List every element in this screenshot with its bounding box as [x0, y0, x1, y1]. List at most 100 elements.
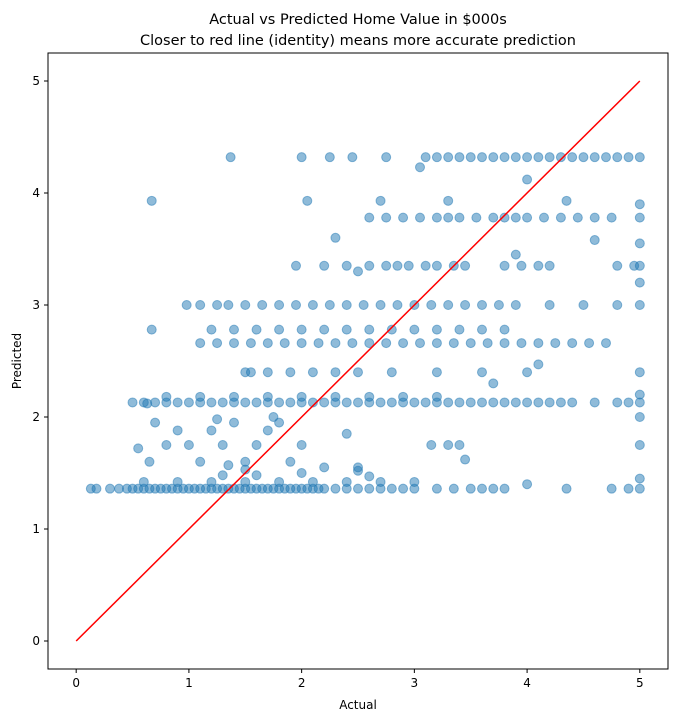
- data-point: [488, 483, 499, 494]
- data-point: [296, 338, 307, 349]
- data-point: [217, 470, 228, 481]
- data-point: [431, 367, 442, 378]
- data-point: [341, 260, 352, 271]
- data-point: [206, 476, 217, 487]
- data-point: [183, 397, 194, 408]
- data-point: [341, 397, 352, 408]
- data-point: [183, 440, 194, 450]
- y-tick-label: 3: [32, 298, 40, 312]
- data-point: [488, 378, 499, 389]
- data-point: [150, 417, 161, 428]
- data-point: [555, 397, 566, 408]
- data-point: [415, 212, 425, 223]
- data-point: [353, 367, 363, 378]
- data-point: [279, 338, 290, 349]
- data-point: [612, 397, 623, 408]
- data-point: [223, 460, 234, 471]
- data-point: [296, 152, 307, 163]
- data-point: [251, 324, 262, 335]
- data-point: [274, 397, 285, 408]
- data-point: [330, 483, 341, 494]
- data-point: [386, 324, 397, 335]
- x-axis: 0 1 2 3 4 5: [72, 669, 644, 690]
- data-point: [488, 152, 499, 163]
- data-point: [567, 397, 578, 408]
- data-point: [443, 212, 454, 223]
- data-point: [623, 483, 634, 494]
- data-point: [448, 338, 459, 349]
- data-point: [307, 300, 318, 310]
- data-point: [460, 260, 471, 271]
- data-point: [245, 367, 256, 378]
- data-point: [341, 428, 352, 439]
- data-point: [172, 476, 183, 487]
- data-point: [465, 397, 476, 408]
- data-point: [251, 470, 262, 481]
- data-point: [398, 212, 409, 223]
- data-point: [307, 367, 318, 378]
- data-point: [212, 414, 223, 425]
- data-point: [364, 338, 375, 349]
- data-point: [477, 367, 487, 378]
- data-point: [499, 483, 510, 494]
- data-point: [431, 324, 442, 335]
- data-point: [364, 391, 375, 402]
- data-point: [510, 397, 521, 408]
- data-point: [262, 425, 273, 436]
- data-point: [353, 266, 363, 277]
- data-point: [426, 440, 437, 450]
- data-point: [240, 397, 251, 408]
- data-point: [240, 476, 251, 487]
- data-point: [296, 468, 307, 478]
- data-point: [364, 324, 375, 335]
- data-point: [465, 338, 476, 349]
- data-point: [550, 338, 561, 349]
- data-point: [251, 440, 262, 450]
- data-point: [91, 483, 102, 494]
- data-point: [144, 456, 155, 467]
- data-point: [510, 212, 521, 223]
- data-point: [296, 324, 307, 335]
- data-point: [589, 152, 600, 163]
- data-point: [347, 152, 358, 163]
- data-point: [341, 476, 352, 487]
- data-point: [347, 338, 358, 349]
- data-point: [212, 300, 223, 310]
- data-point: [516, 260, 527, 271]
- data-point: [612, 300, 623, 310]
- data-point: [477, 397, 487, 408]
- data-point: [307, 476, 318, 487]
- data-point: [319, 260, 330, 271]
- data-point: [634, 152, 645, 163]
- data-point: [544, 260, 555, 271]
- chart-title: Actual vs Predicted Home Value in $000s: [209, 12, 507, 28]
- data-point: [420, 397, 431, 408]
- data-point: [302, 195, 313, 206]
- data-point: [341, 324, 352, 335]
- data-point: [634, 199, 645, 210]
- data-point: [516, 338, 527, 349]
- data-point: [533, 152, 544, 163]
- data-point: [431, 391, 442, 402]
- data-point: [330, 367, 341, 378]
- data-point: [634, 367, 645, 378]
- data-point: [206, 324, 217, 335]
- data-point: [229, 338, 239, 349]
- data-point: [454, 152, 465, 163]
- data-point: [296, 440, 307, 450]
- data-point: [589, 397, 600, 408]
- data-point: [448, 483, 459, 494]
- data-point: [634, 300, 645, 310]
- data-point: [454, 440, 465, 450]
- data-point: [454, 397, 465, 408]
- data-point: [443, 195, 454, 206]
- data-point: [296, 391, 307, 402]
- data-point: [133, 443, 144, 454]
- data-point: [488, 397, 499, 408]
- data-point: [229, 324, 239, 335]
- data-point: [606, 212, 617, 223]
- data-point: [420, 260, 431, 271]
- data-point: [431, 212, 442, 223]
- data-point: [623, 397, 634, 408]
- data-point: [431, 483, 442, 494]
